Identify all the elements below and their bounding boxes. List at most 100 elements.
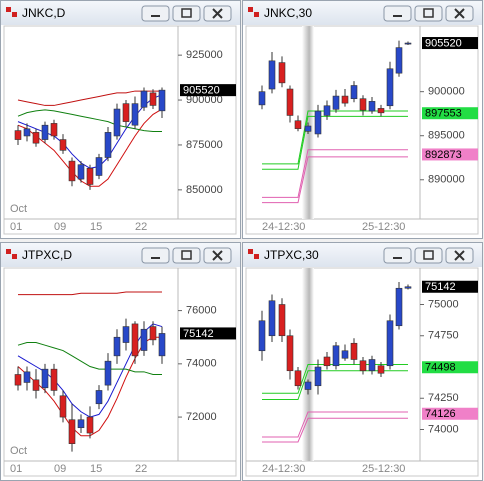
minimize-button[interactable] xyxy=(141,5,170,22)
x-tick-label: 01 xyxy=(10,463,22,475)
candle-body xyxy=(149,326,157,341)
minimize-button[interactable] xyxy=(383,247,412,264)
candle-body xyxy=(50,123,58,137)
restore-button[interactable] xyxy=(172,247,201,264)
chart-window: JTPXC,30 75000 74750 74250 74000 24-12:30 25-1… xyxy=(242,242,483,481)
candle-body xyxy=(294,370,302,387)
candle-body xyxy=(122,326,130,343)
y-tick-label: 74750 xyxy=(428,330,459,342)
price-tag-label: 74126 xyxy=(425,408,456,420)
x-tick-label: 22 xyxy=(135,221,147,233)
candle-body xyxy=(77,419,85,429)
candle-body xyxy=(314,110,322,135)
candle-body xyxy=(104,132,112,158)
x-tick-label: 01 xyxy=(10,221,22,233)
minimize-button[interactable] xyxy=(383,5,412,22)
candle-body xyxy=(104,360,112,386)
indicator-line xyxy=(262,156,408,204)
restore-glyph xyxy=(423,8,434,18)
restore-button[interactable] xyxy=(414,5,443,22)
candle-body xyxy=(350,85,358,100)
x-tick-label: 25-12:30 xyxy=(362,463,405,475)
x-tick-label: 24-12:30 xyxy=(262,221,305,233)
restore-glyph xyxy=(181,250,192,260)
candle-body xyxy=(258,320,266,352)
price-tag xyxy=(180,84,236,97)
candle-body xyxy=(377,108,385,114)
indicator-line xyxy=(17,109,162,132)
window-icon xyxy=(12,254,17,259)
x-tick-label: 25-12:30 xyxy=(362,221,405,233)
restore-button[interactable] xyxy=(414,247,443,264)
y-tick-label: 76000 xyxy=(186,305,217,317)
price-tag xyxy=(422,280,478,293)
month-label: Oct xyxy=(10,203,27,215)
close-glyph xyxy=(212,8,223,19)
chart-window: JNKC,30 900000 895000 890000 24-12:30 25-12:3… xyxy=(242,0,483,239)
candle-body xyxy=(359,360,367,372)
indicator-line xyxy=(262,411,408,438)
candle-body xyxy=(131,323,139,357)
price-tag-label: 75142 xyxy=(183,328,214,340)
indicator-line xyxy=(262,115,408,170)
window-icon xyxy=(6,7,11,12)
price-tag-label: 892873 xyxy=(425,149,462,161)
y-tick-label: 75000 xyxy=(428,298,459,310)
minimize-button[interactable] xyxy=(141,247,170,264)
price-tag xyxy=(422,407,478,420)
price-tag-label: 897553 xyxy=(425,108,462,120)
month-label: Oct xyxy=(10,445,27,457)
candle-body xyxy=(386,320,394,367)
candle-body xyxy=(158,89,166,112)
candle-body xyxy=(286,335,294,372)
indicator-line xyxy=(262,417,408,443)
candle-body xyxy=(140,90,148,108)
candle-body xyxy=(323,356,331,367)
y-tick-label: 74000 xyxy=(428,423,459,435)
candle-body xyxy=(332,95,340,110)
candle-body xyxy=(258,91,266,106)
x-tick-label: 15 xyxy=(90,221,102,233)
window-title: JNKC,D xyxy=(22,6,66,20)
candle-body xyxy=(68,160,76,182)
y-tick-label: 900000 xyxy=(428,86,465,98)
candle-body xyxy=(304,125,312,132)
candle-body xyxy=(122,103,130,122)
candle-body xyxy=(404,42,412,45)
candle-body xyxy=(86,168,94,185)
price-tag-label: 74498 xyxy=(425,362,456,374)
candle-body xyxy=(395,47,403,74)
price-tag xyxy=(180,327,236,340)
candle-body xyxy=(304,381,312,390)
candle-body xyxy=(41,124,49,140)
restore-button[interactable] xyxy=(172,5,201,22)
candle-body xyxy=(158,333,166,357)
candle-body xyxy=(77,164,85,180)
candle-body xyxy=(359,98,367,111)
y-tick-label: 925000 xyxy=(186,49,223,61)
price-tag-label: 75142 xyxy=(425,281,456,293)
candle-body xyxy=(294,120,302,129)
price-tag-label: 905520 xyxy=(425,37,462,49)
candle-body xyxy=(268,300,276,337)
candle-body xyxy=(14,374,22,386)
price-tag xyxy=(422,107,478,120)
candle-body xyxy=(32,379,40,391)
candle-body xyxy=(95,390,103,405)
indicator-line xyxy=(17,342,162,375)
candle-body xyxy=(386,68,394,107)
window-icon xyxy=(254,12,259,17)
plot-area xyxy=(245,25,479,235)
y-tick-label: 875000 xyxy=(186,139,223,151)
x-tick-label: 15 xyxy=(90,463,102,475)
price-tag xyxy=(422,37,478,50)
candle-body xyxy=(131,103,139,126)
y-tick-label: 74000 xyxy=(186,358,217,370)
x-tick-label: 22 xyxy=(135,463,147,475)
candle-body xyxy=(50,368,58,391)
y-tick-label: 850000 xyxy=(186,184,223,196)
candle-body xyxy=(278,304,286,337)
window-icon xyxy=(254,254,259,259)
candle-body xyxy=(350,342,358,360)
